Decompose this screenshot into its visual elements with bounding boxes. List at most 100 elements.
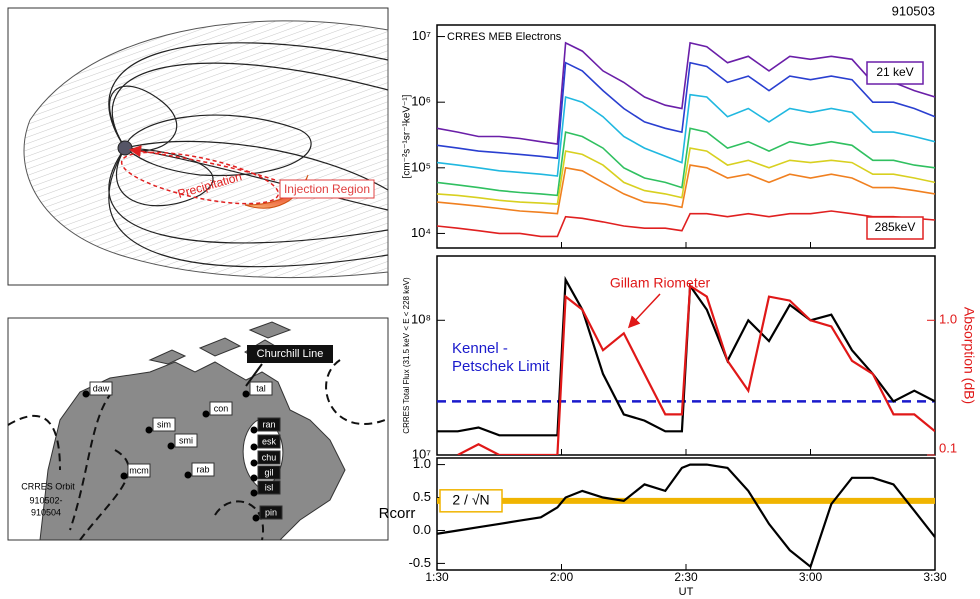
x-tick-label: 1:30 [425, 570, 449, 584]
orbit-traces [7, 359, 386, 541]
y-tick-label: 10⁶ [411, 94, 431, 109]
series-group [437, 41, 935, 238]
station-label: mcm [129, 465, 149, 475]
orbit-label: CRRES Orbit [21, 481, 75, 491]
orbit-trace [325, 359, 386, 425]
station-dot [145, 426, 153, 434]
station-box [259, 505, 283, 520]
station-box [152, 417, 176, 432]
series-line [437, 463, 935, 569]
orbit-dates: 910504 [31, 507, 61, 517]
station-label: chu [262, 452, 277, 462]
station-label: gil [264, 467, 273, 477]
station-label: sim [157, 419, 171, 429]
y-axis-label: CRRES Total Flux (31.5 keV < E < 228 keV… [402, 277, 411, 434]
series-line [457, 283, 935, 455]
x-tick-label: 3:00 [799, 570, 823, 584]
station-label: esk [262, 436, 277, 446]
station-box [257, 480, 281, 495]
series-line [437, 61, 935, 160]
station-label: smi [179, 435, 193, 445]
station-dot [242, 390, 250, 398]
y-tick-label: 0.5 [413, 489, 431, 504]
injection-label: Injection Region [284, 182, 370, 196]
callout-arrow [245, 363, 263, 387]
label-box [279, 179, 375, 199]
station-map: Churchill Line CRRES Orbit 910502- 91050… [7, 317, 389, 541]
station-dot [250, 426, 258, 434]
chart-title: CRRES MEB Electrons [447, 31, 562, 43]
plot-frame [436, 457, 936, 571]
station-box [257, 450, 281, 465]
chart-panel: 10⁷ 10⁸ 0.1 1.0 Absorption (dB) CRRES Total F… [402, 255, 977, 461]
field-line [124, 114, 312, 177]
y-axis-label: Rcorr [379, 505, 416, 522]
field-line [108, 85, 178, 152]
station-dot [167, 442, 175, 450]
orbit-trace [79, 449, 130, 541]
chart-panel: 1:30 2:00 2:30 3:00 3:30 -0.5 0.0 0.5 1.0 2 / √N R… [379, 456, 947, 598]
field-line [108, 147, 389, 268]
chart-panel: 10⁴ 10⁵ 10⁶ 10⁷ CRRES MEB Electrons [cm⁻²s⁻¹s… [402, 24, 936, 249]
x-tick-label: 2:30 [674, 570, 698, 584]
station-label: isl [265, 482, 274, 492]
station-label: pin [265, 507, 277, 517]
series-label-arrow [627, 293, 661, 329]
run-id: 910503 [892, 3, 935, 18]
station-box [191, 462, 215, 477]
station-dot [250, 443, 258, 451]
callout-label: Churchill Line [257, 348, 324, 360]
x-tick-label: 2:00 [550, 570, 574, 584]
x-axis-label: UT [679, 586, 694, 598]
station-box [89, 381, 113, 396]
station-box [257, 465, 281, 480]
y-tick-label: 10⁴ [411, 225, 431, 240]
y-tick-label: 10⁵ [411, 159, 431, 174]
station-dot [250, 459, 258, 467]
series-line [437, 164, 935, 215]
series-group [437, 275, 935, 455]
drift-path [120, 151, 280, 205]
stations: daw sim con smi mcm rab tal ran esk chu gil isl pin [82, 381, 283, 522]
series-line [437, 147, 935, 205]
reference-label: Kennel - Petschek Limit [452, 340, 550, 375]
station-box [249, 381, 273, 396]
field-line [124, 140, 389, 191]
precipitation-arrow [129, 145, 276, 181]
series-line [437, 210, 935, 238]
station-label: rab [196, 464, 209, 474]
field-line [111, 62, 389, 149]
series-line [437, 275, 935, 437]
station-label: daw [93, 383, 110, 393]
x-tick-label: 3:30 [923, 570, 947, 584]
station-dot [250, 489, 258, 497]
series-label: Gillam Riometer [610, 275, 711, 291]
station-box [257, 434, 281, 449]
earth [117, 140, 133, 156]
orbit-dates: 910502- [29, 495, 62, 505]
y-tick-label: -0.5 [409, 555, 431, 570]
orbit-trace [69, 391, 113, 531]
station-label: tal [256, 383, 266, 393]
series-line [437, 93, 935, 177]
orbit-trace [7, 414, 61, 471]
station-box [174, 433, 198, 448]
threshold-box [439, 489, 503, 513]
series-label: 21 keV [876, 65, 913, 79]
y-axis-label: [cm⁻²s⁻¹sr⁻¹keV⁻¹] [402, 94, 413, 178]
field-line [124, 147, 389, 211]
series-line [437, 127, 935, 197]
station-label: con [214, 403, 229, 413]
station-dot [184, 471, 192, 479]
series-line [437, 41, 935, 146]
series-label: 285keV [875, 220, 916, 234]
field-line [108, 147, 389, 244]
station-box [257, 417, 281, 432]
y2-axis-label: Absorption (dB) [961, 307, 977, 404]
y-tick-label: 0.0 [413, 522, 431, 537]
station-dot [202, 410, 210, 418]
threshold-label: 2 / √N [452, 492, 489, 508]
series-label-box [866, 216, 924, 240]
callout-box [247, 345, 333, 363]
